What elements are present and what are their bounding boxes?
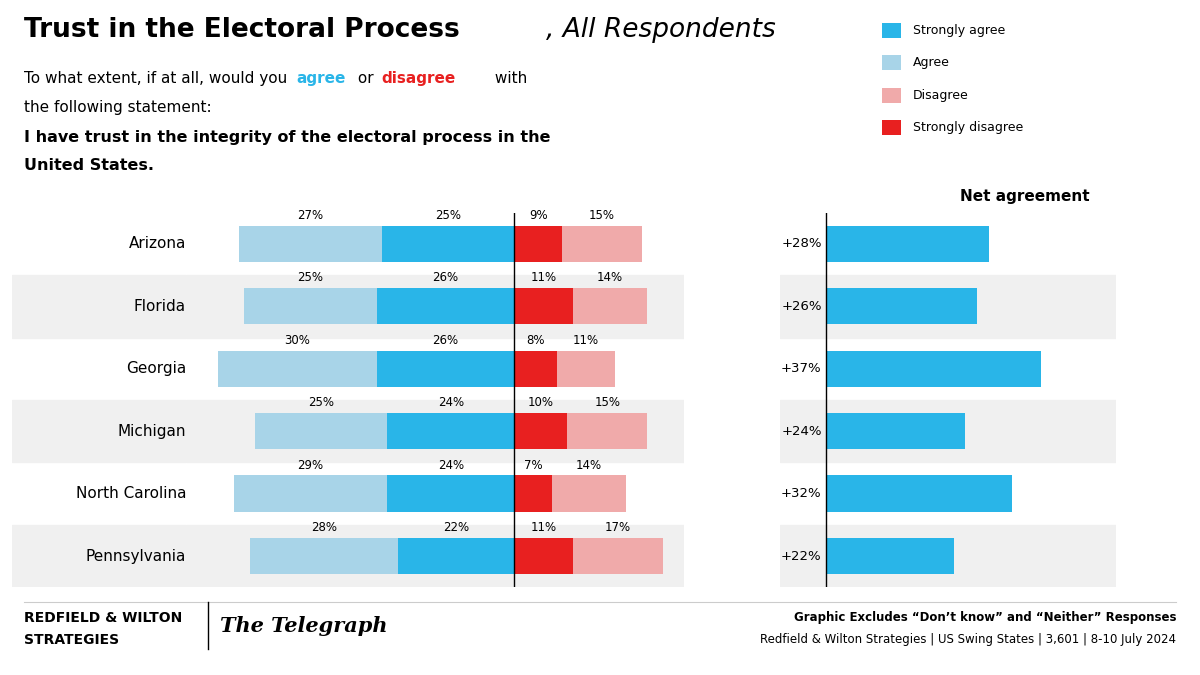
Bar	[250, 538, 398, 574]
Text: Agree: Agree	[913, 56, 950, 70]
Text: 10%: 10%	[528, 396, 554, 409]
Text: 24%: 24%	[438, 459, 464, 472]
Text: 26%: 26%	[432, 334, 458, 347]
Text: Georgia: Georgia	[126, 361, 186, 376]
Text: Disagree: Disagree	[913, 88, 968, 102]
Bar	[515, 350, 557, 387]
Text: 28%: 28%	[311, 521, 337, 534]
Text: REDFIELD & WILTON: REDFIELD & WILTON	[24, 611, 182, 625]
Bar	[398, 538, 515, 574]
Bar	[572, 538, 662, 574]
Text: +32%: +32%	[781, 487, 822, 500]
Text: +28%: +28%	[781, 238, 822, 250]
Text: 14%: 14%	[596, 271, 623, 284]
Bar	[234, 475, 388, 512]
Text: +37%: +37%	[781, 362, 822, 375]
Bar	[186, 275, 684, 338]
Bar	[552, 475, 625, 512]
Bar	[827, 475, 1012, 512]
Bar	[557, 350, 616, 387]
Bar	[186, 400, 684, 462]
Bar	[515, 225, 562, 262]
Text: +24%: +24%	[781, 425, 822, 437]
Bar	[388, 475, 515, 512]
Bar	[12, 525, 186, 587]
Text: 8%: 8%	[527, 334, 545, 347]
Text: Arizona: Arizona	[128, 236, 186, 251]
Text: the following statement:: the following statement:	[24, 100, 211, 115]
Text: Michigan: Michigan	[118, 424, 186, 439]
Text: +22%: +22%	[781, 549, 822, 562]
Bar	[827, 538, 954, 574]
Text: disagree: disagree	[382, 71, 456, 86]
Bar	[780, 525, 1116, 587]
Bar	[377, 350, 515, 387]
Bar	[217, 350, 377, 387]
Text: 30%: 30%	[284, 334, 310, 347]
Text: 11%: 11%	[530, 521, 557, 534]
Bar	[377, 288, 515, 325]
Text: with: with	[490, 71, 527, 86]
Text: 15%: 15%	[594, 396, 620, 409]
Bar	[827, 288, 977, 325]
Bar	[239, 225, 382, 262]
Text: North Carolina: North Carolina	[76, 486, 186, 501]
Text: agree: agree	[296, 71, 346, 86]
Bar	[780, 275, 1116, 338]
Text: Florida: Florida	[134, 299, 186, 314]
Text: 29%: 29%	[298, 459, 324, 472]
Bar	[827, 350, 1040, 387]
Bar	[562, 225, 642, 262]
Text: or: or	[353, 71, 378, 86]
Bar	[186, 525, 684, 587]
Text: 24%: 24%	[438, 396, 464, 409]
Text: STRATEGIES: STRATEGIES	[24, 633, 119, 647]
Text: The Telegraph: The Telegraph	[220, 616, 388, 636]
Text: United States.: United States.	[24, 158, 154, 173]
Text: 7%: 7%	[523, 459, 542, 472]
Text: Pennsylvania: Pennsylvania	[85, 549, 186, 564]
Text: 11%: 11%	[530, 271, 557, 284]
Bar	[382, 225, 515, 262]
Text: Strongly agree: Strongly agree	[913, 24, 1006, 37]
Bar	[827, 413, 965, 450]
Text: 26%: 26%	[432, 271, 458, 284]
Text: Trust in the Electoral Process: Trust in the Electoral Process	[24, 17, 460, 43]
Text: 25%: 25%	[436, 209, 461, 222]
Text: , All Respondents: , All Respondents	[546, 17, 775, 43]
Text: 27%: 27%	[298, 209, 324, 222]
Text: 25%: 25%	[308, 396, 334, 409]
Text: 17%: 17%	[605, 521, 631, 534]
Text: Net agreement: Net agreement	[960, 189, 1090, 204]
Bar	[515, 413, 568, 450]
Text: Redfield & Wilton Strategies | US Swing States | 3,601 | 8-10 July 2024: Redfield & Wilton Strategies | US Swing …	[760, 633, 1176, 646]
Text: Graphic Excludes “Don’t know” and “Neither” Responses: Graphic Excludes “Don’t know” and “Neith…	[793, 611, 1176, 624]
Bar	[12, 275, 186, 338]
Text: 22%: 22%	[443, 521, 469, 534]
Text: 14%: 14%	[576, 459, 601, 472]
Text: Strongly disagree: Strongly disagree	[913, 121, 1024, 134]
Text: To what extent, if at all, would you: To what extent, if at all, would you	[24, 71, 292, 86]
Bar	[827, 225, 989, 262]
Text: 15%: 15%	[589, 209, 614, 222]
Bar	[780, 400, 1116, 462]
Bar	[572, 288, 647, 325]
Text: +26%: +26%	[781, 300, 822, 313]
Text: 11%: 11%	[572, 334, 599, 347]
Bar	[515, 538, 572, 574]
Bar	[254, 413, 388, 450]
Bar	[245, 288, 377, 325]
Text: 25%: 25%	[298, 271, 324, 284]
Bar	[568, 413, 647, 450]
Bar	[515, 288, 572, 325]
Bar	[12, 400, 186, 462]
Bar	[515, 475, 552, 512]
Text: I have trust in the integrity of the electoral process in the: I have trust in the integrity of the ele…	[24, 130, 551, 144]
Text: 9%: 9%	[529, 209, 547, 222]
Bar	[388, 413, 515, 450]
